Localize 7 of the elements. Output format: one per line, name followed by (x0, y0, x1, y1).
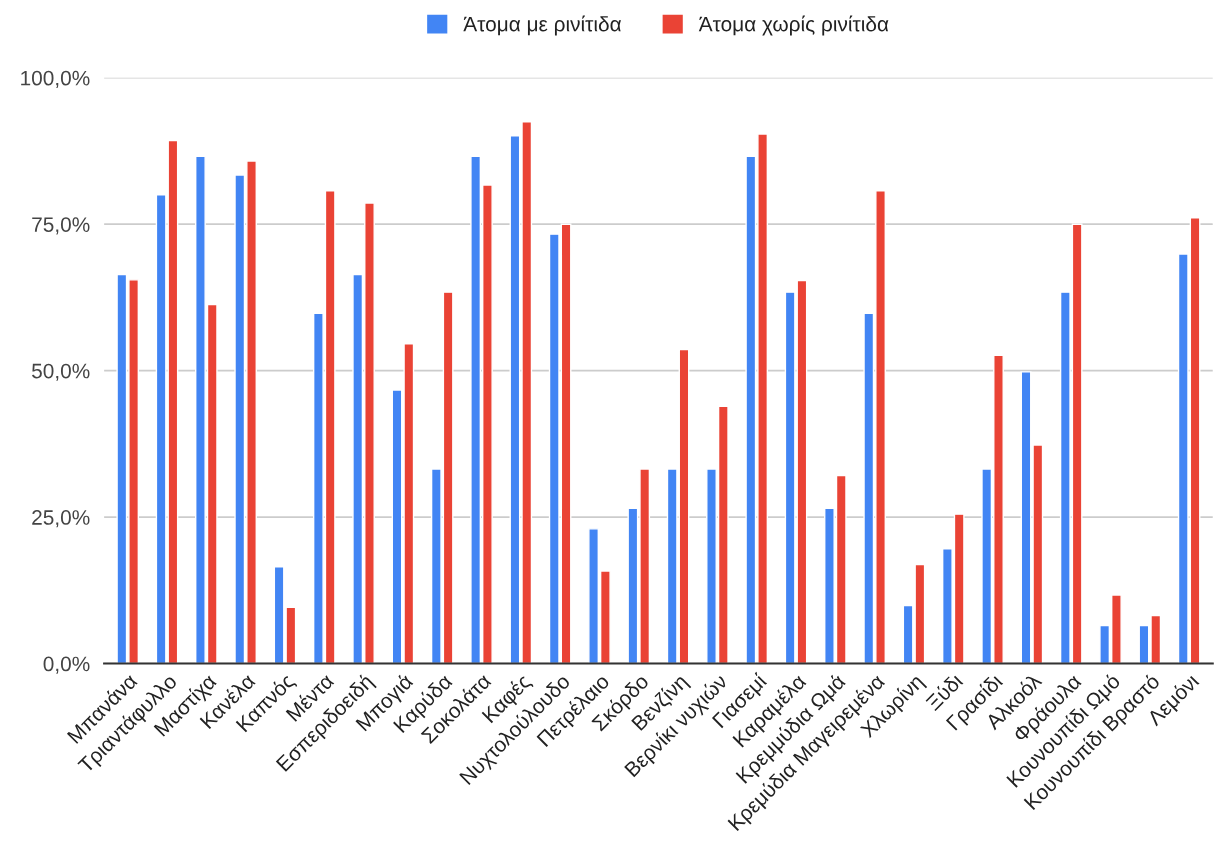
legend-label: Άτομα με ρινίτιδα (463, 15, 622, 36)
y-tick-label: 25,0% (32, 510, 90, 528)
y-tick-label: 100,0% (21, 70, 90, 88)
y-tick-label: 50,0% (32, 363, 90, 381)
legend-label: Άτομα χωρίς ρινίτιδα (698, 15, 889, 36)
y-tick-label: 0,0% (43, 656, 90, 674)
y-tick-label: 75,0% (32, 217, 90, 235)
